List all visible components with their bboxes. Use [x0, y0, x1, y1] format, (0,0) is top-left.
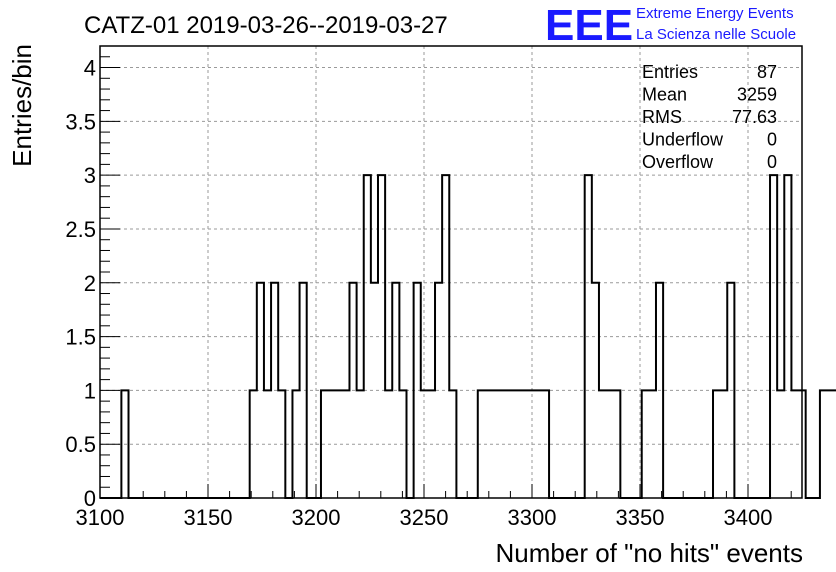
y-tick-label: 4 [84, 56, 96, 81]
chart-title: CATZ-01 2019-03-26--2019-03-27 [84, 12, 448, 39]
plot-frame [99, 45, 803, 499]
histogram-bin [820, 390, 827, 498]
y-tick-label: 2 [84, 271, 96, 296]
x-tick-label: 3400 [724, 505, 773, 530]
stats-box: Entries 87 Mean 3259 RMS 77.63 Underflow 0 Overf… [642, 62, 777, 172]
stats-value: 3259 [737, 85, 777, 105]
eee-logo-line2: La Scienza nelle Scuole [636, 26, 796, 43]
y-tick-label: 0 [84, 486, 96, 511]
y-axis-label: Entries/bin [7, 44, 37, 167]
stats-value: 77.63 [732, 107, 777, 127]
x-tick-label: 3200 [292, 505, 341, 530]
stats-value: 0 [767, 130, 777, 150]
x-axis-label: Number of "no hits" events [496, 538, 804, 568]
stats-label: RMS [642, 107, 682, 127]
eee-logo: EEE Extreme Energy Events La Scienza nel… [545, 1, 796, 50]
x-tick-labels: 3100 3150 3200 3250 3300 3350 3400 [76, 505, 773, 530]
y-tick-labels: 0 0.5 1 1.5 2 2.5 3 3.5 4 [65, 56, 96, 511]
stats-value: 87 [757, 62, 777, 82]
x-tick-label: 3150 [184, 505, 233, 530]
y-tick-label: 3.5 [65, 109, 96, 134]
x-tick-label: 3300 [508, 505, 557, 530]
y-tick-label: 0.5 [65, 432, 96, 457]
histogram-bin [827, 390, 834, 498]
y-tick-label: 3 [84, 163, 96, 188]
stats-label: Mean [642, 85, 687, 105]
stats-label: Overflow [642, 152, 714, 172]
x-tick-label: 3100 [76, 505, 125, 530]
eee-logo-mark: EEE [545, 1, 633, 50]
x-tick-label: 3250 [400, 505, 449, 530]
axis-ticks [99, 56, 792, 499]
stats-value: 0 [767, 152, 777, 172]
eee-logo-line1: Extreme Energy Events [636, 5, 794, 22]
stats-label: Underflow [642, 130, 724, 150]
y-tick-label: 2.5 [65, 217, 96, 242]
x-tick-label: 3350 [616, 505, 665, 530]
stats-label: Entries [642, 62, 698, 82]
grid-lines [100, 46, 802, 498]
y-tick-label: 1 [84, 378, 96, 403]
y-tick-label: 1.5 [65, 325, 96, 350]
